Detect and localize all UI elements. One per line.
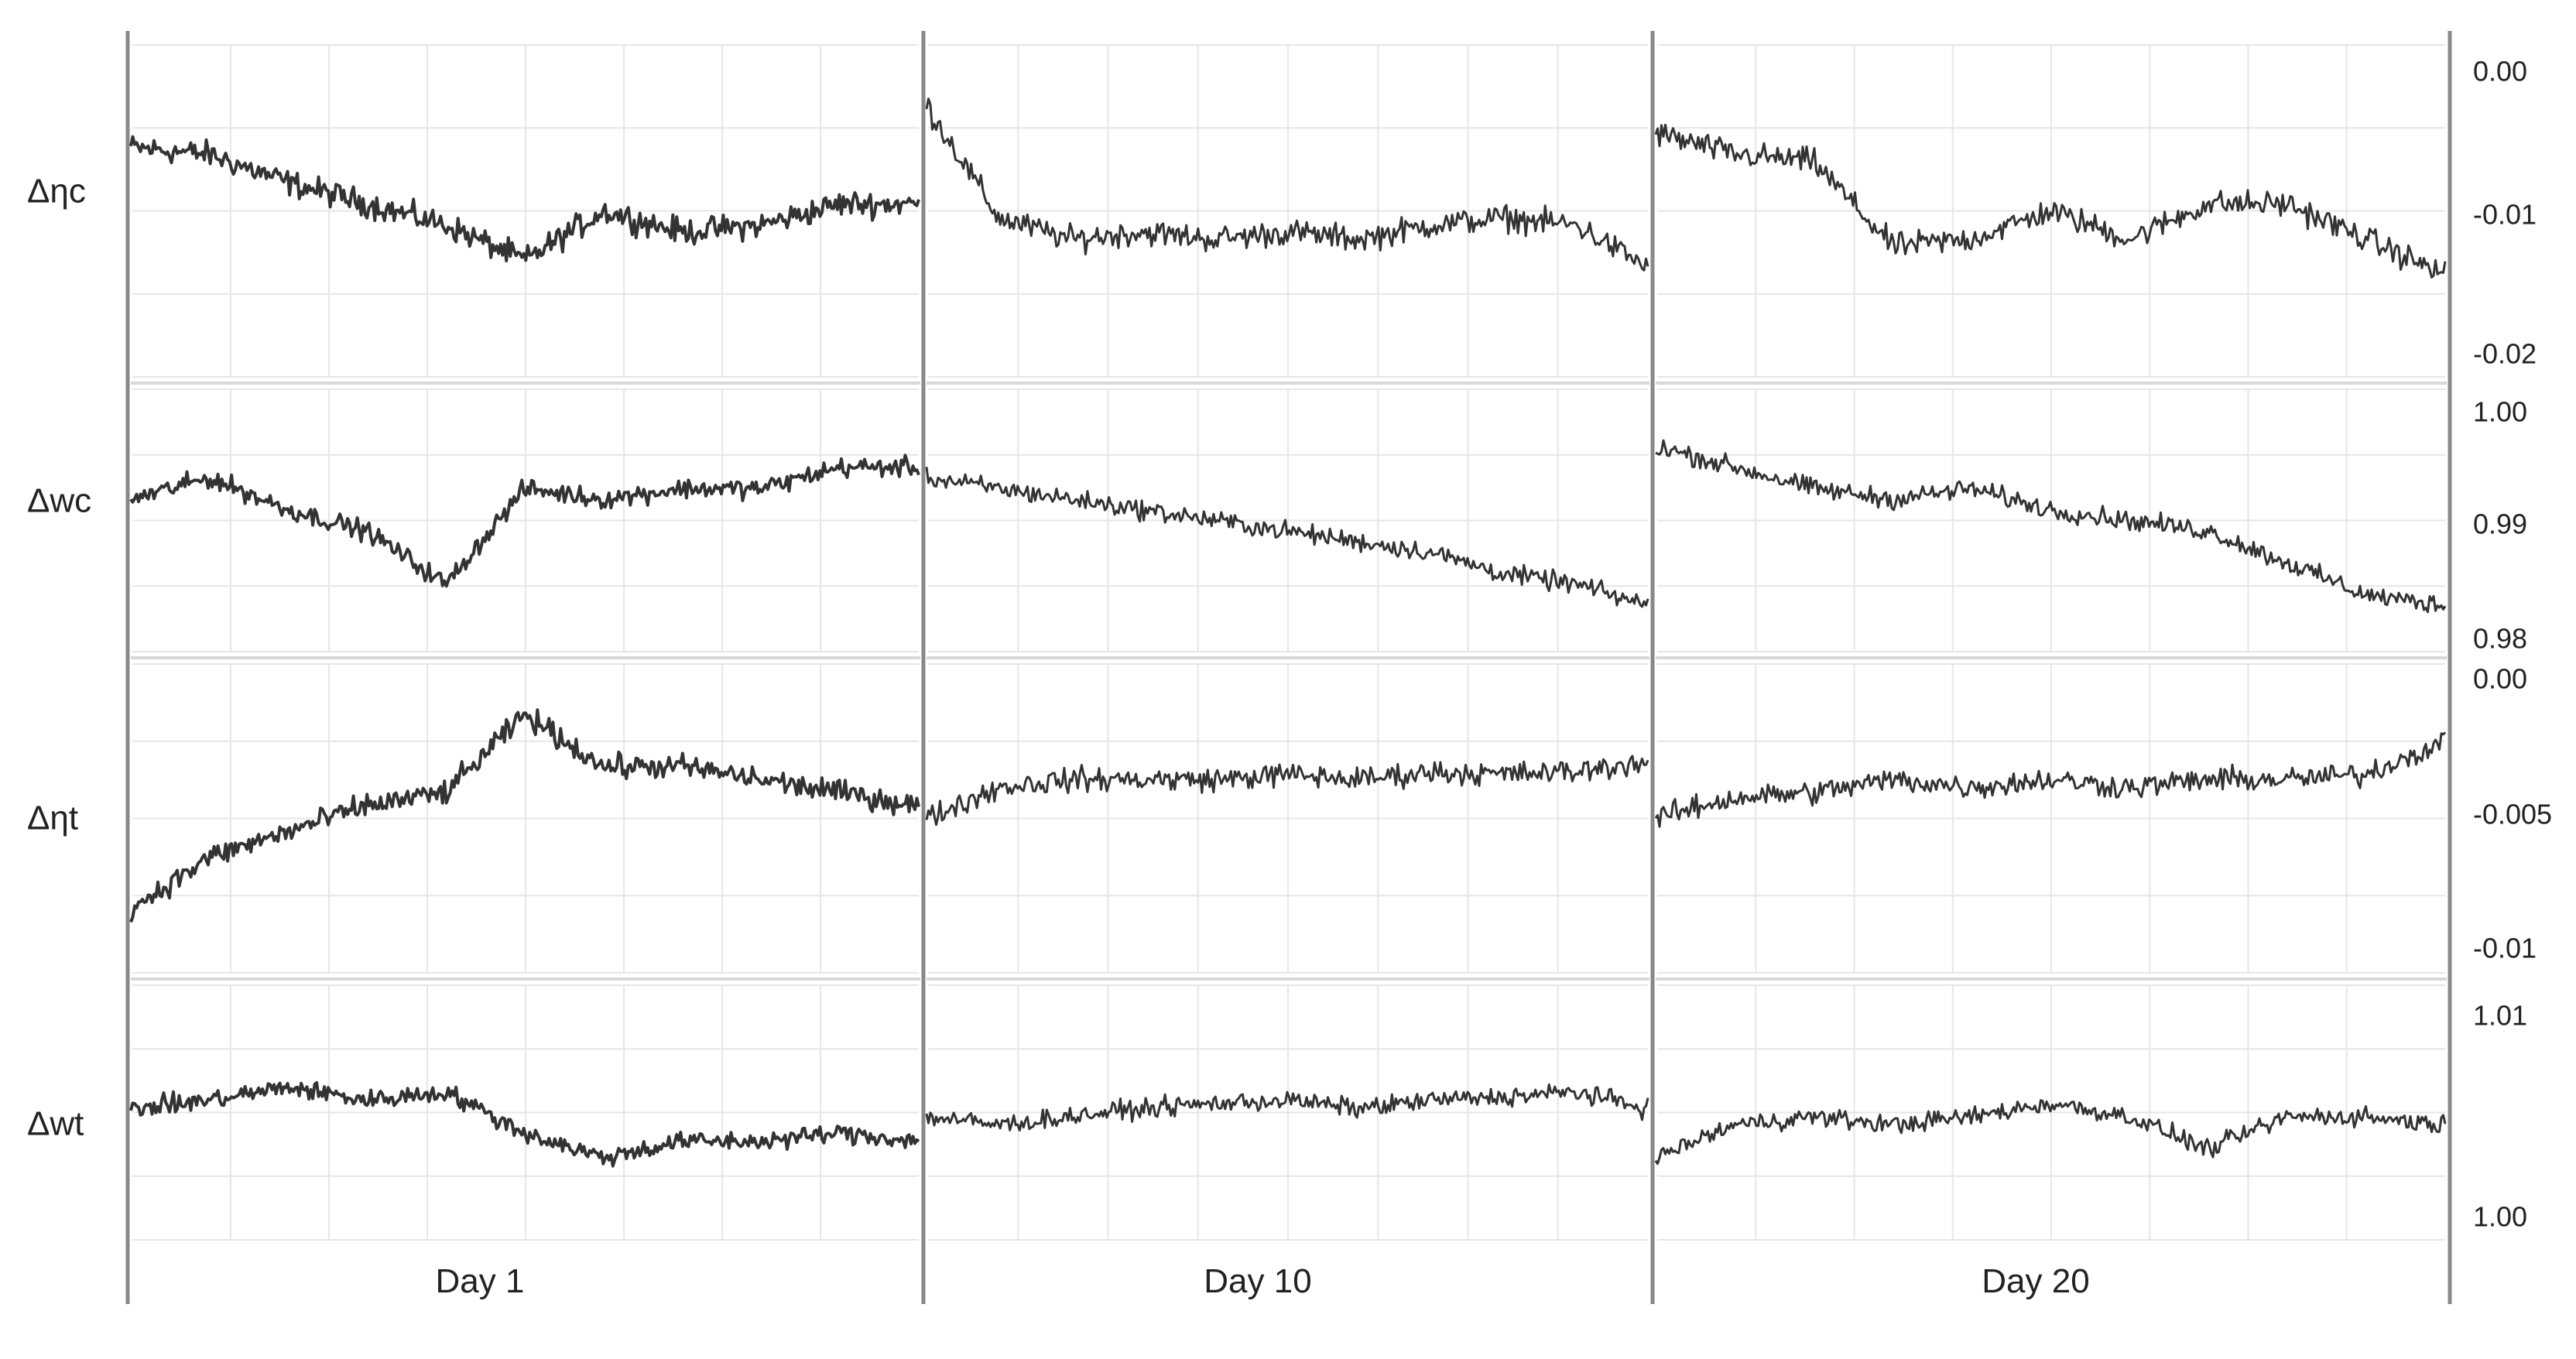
series-line [129, 708, 920, 923]
y-tick-label: -0.02 [2473, 338, 2537, 370]
column-label: Day 20 [1982, 1262, 2089, 1300]
series-line [925, 467, 1649, 608]
y-tick-label: 0.00 [2473, 56, 2527, 87]
series-line [925, 1083, 1649, 1131]
y-tick-label: -0.01 [2473, 933, 2537, 964]
column-label: Day 10 [1204, 1262, 1311, 1300]
y-tick-label: 0.98 [2473, 623, 2527, 655]
row-label: Δwc [27, 482, 91, 520]
y-tick-label: 0.99 [2473, 508, 2527, 540]
y-tick-label: 1.01 [2473, 1000, 2527, 1032]
series-line [1654, 1099, 2447, 1166]
series-line [129, 1080, 920, 1168]
y-tick-label: 1.00 [2473, 396, 2527, 428]
row-label: Δwt [27, 1105, 84, 1143]
row-label: Δηc [27, 173, 86, 211]
series-line [925, 98, 1649, 272]
column-label: Day 1 [436, 1262, 525, 1300]
y-tick-label: -0.01 [2473, 199, 2537, 231]
series-line [1654, 123, 2447, 279]
series-line [129, 135, 920, 262]
series-line [925, 755, 1649, 827]
series-line [1655, 439, 2447, 614]
y-tick-label: 0.00 [2473, 663, 2527, 695]
row-label: Δηt [27, 799, 78, 837]
series-line [1654, 731, 2447, 828]
y-tick-label: -0.005 [2473, 799, 2552, 830]
y-tick-label: 1.00 [2473, 1201, 2527, 1233]
series-line [129, 454, 920, 588]
